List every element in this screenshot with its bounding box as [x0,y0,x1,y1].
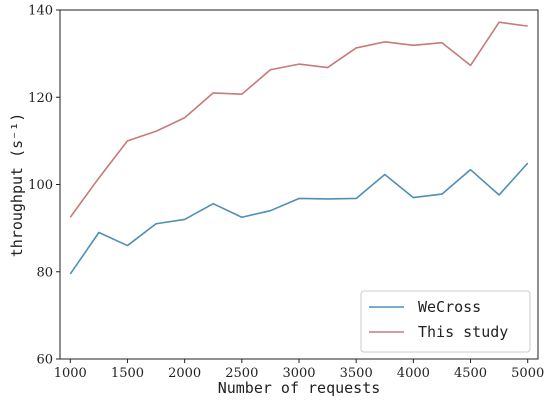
series-line-wecross [69,162,529,275]
series-line-this-study [69,21,528,218]
y-tick-label: 120 [28,91,53,106]
series-layer [69,21,529,275]
x-tick-label: 1000 [54,366,87,381]
y-tick-label: 140 [28,4,53,19]
legend-label-wecross: WeCross [418,298,481,316]
x-tick-label: 4000 [397,366,430,381]
y-tick-label: 80 [36,265,53,280]
legend: WeCross This study [360,290,531,353]
x-tick-label: 3000 [282,366,315,381]
x-tick-label: 2500 [225,366,258,381]
x-tick-label: 2000 [168,366,201,381]
legend-label-this-study: This study [418,323,508,341]
x-tick-label: 3500 [340,366,373,381]
x-tick-label: 5000 [511,366,544,381]
x-axis-label: Number of requests [218,379,381,397]
x-tick-label: 1500 [111,366,144,381]
y-axis-label: throughput (s⁻¹) [8,113,26,258]
y-tick-label: 100 [28,178,53,193]
axes-layer: 1000 1500 2000 2500 3000 3500 4000 4500 5000 60 80… [28,4,544,382]
x-tick-label: 4500 [454,366,487,381]
y-tick-label: 60 [36,353,53,368]
